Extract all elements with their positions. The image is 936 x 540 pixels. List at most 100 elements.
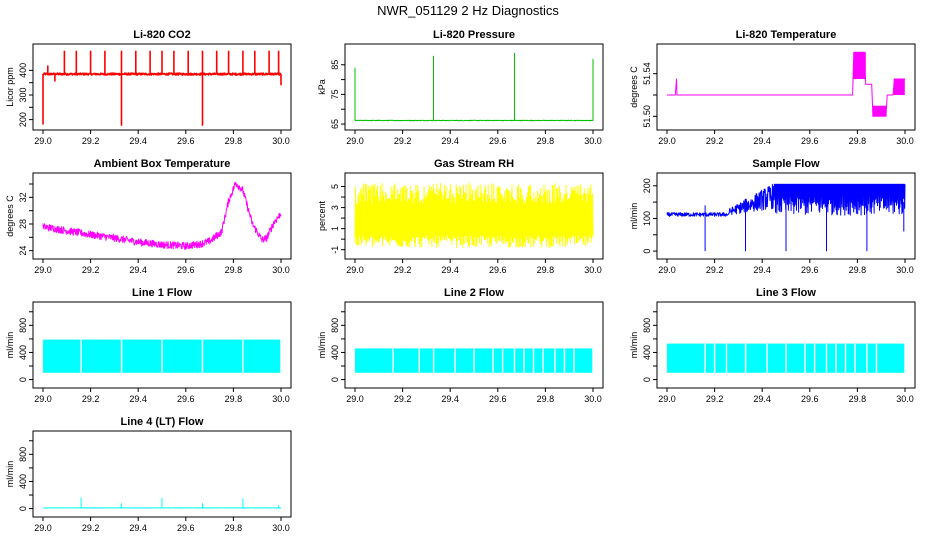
y-axis-label: ml/min	[317, 332, 327, 359]
x-tick-label: 29.0	[346, 394, 364, 404]
x-tick-label: 29.6	[489, 394, 507, 404]
plot-frame	[344, 301, 604, 389]
x-tick-label: 29.2	[394, 136, 412, 146]
band-segment	[43, 339, 81, 373]
y-tick-label: 100	[642, 211, 652, 226]
x-tick-label: 29.8	[849, 136, 867, 146]
x-tick-label: 30.0	[272, 265, 290, 275]
x-tick-label: 29.2	[82, 265, 100, 275]
x-tick-label: 29.0	[658, 136, 676, 146]
panel-title: Sample Flow	[752, 158, 820, 170]
panel-title: Li-820 CO2	[133, 29, 190, 41]
plot-frame	[656, 172, 916, 260]
x-tick-label: 29.4	[129, 394, 147, 404]
band-segment	[715, 343, 726, 373]
band-segment	[420, 348, 433, 373]
series-line	[42, 497, 282, 509]
band-segment	[815, 343, 826, 373]
y-tick-label: 65	[330, 119, 340, 129]
y-tick-label: 400	[330, 345, 340, 360]
plot-frame	[656, 301, 916, 389]
x-tick-label: 29.4	[129, 265, 147, 275]
y-tick-label: -1	[330, 246, 340, 254]
plot-frame	[656, 43, 916, 131]
panel-title: Line 4 (LT) Flow	[121, 416, 204, 428]
x-tick-label: 29.0	[346, 265, 364, 275]
y-tick-label: 75	[330, 89, 340, 99]
band-segment	[867, 343, 876, 373]
panel-title: Gas Stream RH	[434, 158, 514, 170]
panel-rh: Gas Stream RH 29.0 29.2 29.4 29.6 29.8 30.0 -1 1…	[317, 158, 604, 275]
y-tick-label: 1	[330, 226, 340, 231]
y-tick-label: 51.54	[642, 62, 652, 85]
band-segment	[162, 339, 202, 373]
x-tick-label: 30.0	[584, 136, 602, 146]
x-tick-label: 29.8	[225, 265, 243, 275]
y-tick-label: 28	[18, 219, 28, 229]
x-tick-label: 29.6	[801, 265, 819, 275]
plot-frame	[32, 430, 292, 518]
y-axis-label: ml/min	[5, 332, 15, 359]
x-tick-label: 29.2	[706, 136, 724, 146]
band-segment	[574, 348, 593, 373]
x-tick-label: 29.8	[849, 394, 867, 404]
y-tick-label: 0	[642, 249, 652, 254]
panel-title: Li-820 Temperature	[736, 29, 837, 41]
panel-temp: Li-820 Temperature 29.0 29.2 29.4 29.6 29.8 30…	[629, 29, 916, 146]
x-tick-label: 29.4	[441, 394, 459, 404]
x-tick-label: 29.4	[441, 136, 459, 146]
y-axis-label: ml/min	[629, 203, 639, 230]
plot-frame	[32, 172, 292, 260]
band-segment	[555, 348, 564, 373]
y-axis-label: percent	[317, 200, 327, 231]
x-tick-label: 29.8	[225, 523, 243, 533]
y-axis-label: ml/min	[629, 332, 639, 359]
x-tick-label: 30.0	[896, 265, 914, 275]
series-line	[666, 183, 906, 252]
y-tick-label: 200	[642, 178, 652, 193]
y-axis-label: ml/min	[5, 461, 15, 488]
x-tick-label: 29.0	[34, 136, 52, 146]
y-tick-label: 32	[18, 192, 28, 202]
x-tick-label: 29.0	[34, 394, 52, 404]
x-tick-label: 29.4	[129, 523, 147, 533]
band-segment	[727, 343, 745, 373]
band-segment	[474, 348, 493, 373]
x-tick-label: 29.8	[225, 136, 243, 146]
x-tick-label: 29.8	[537, 136, 555, 146]
x-tick-label: 29.4	[753, 136, 771, 146]
x-tick-label: 29.2	[706, 265, 724, 275]
x-tick-label: 30.0	[272, 523, 290, 533]
band-segment	[503, 348, 514, 373]
series-line	[354, 182, 594, 248]
band-segment	[767, 343, 786, 373]
series-line	[667, 51, 905, 117]
panel-line2: Line 2 Flow 29.0 29.2 29.4 29.6 29.8 30.0 0 400 8…	[317, 287, 604, 404]
band-segment	[493, 348, 502, 373]
x-tick-label: 29.2	[82, 394, 100, 404]
band-segment	[355, 348, 393, 373]
x-tick-label: 29.8	[849, 265, 867, 275]
x-tick-label: 30.0	[896, 394, 914, 404]
panel-title: Line 1 Flow	[132, 287, 192, 299]
x-tick-label: 29.0	[658, 394, 676, 404]
y-tick-label: 400	[642, 345, 652, 360]
page-title: NWR_051129 2 Hz Diagnostics	[377, 3, 559, 18]
y-axis-label: Licor ppm	[5, 67, 15, 107]
x-tick-label: 29.0	[346, 136, 364, 146]
band-segment	[827, 343, 836, 373]
y-axis-label: degrees C	[5, 195, 15, 237]
x-tick-label: 29.8	[225, 394, 243, 404]
band-segment	[243, 339, 281, 373]
panel-line1: Line 1 Flow 29.0 29.2 29.4 29.6 29.8 30.0 0 400 8…	[5, 287, 292, 404]
series-line	[354, 52, 594, 122]
band-segment	[203, 339, 243, 373]
band-segment	[534, 348, 543, 373]
panel-title: Line 3 Flow	[756, 287, 816, 299]
x-tick-label: 29.0	[34, 265, 52, 275]
y-tick-label: 200	[18, 112, 28, 127]
x-tick-label: 29.6	[177, 523, 195, 533]
x-tick-label: 29.0	[658, 265, 676, 275]
